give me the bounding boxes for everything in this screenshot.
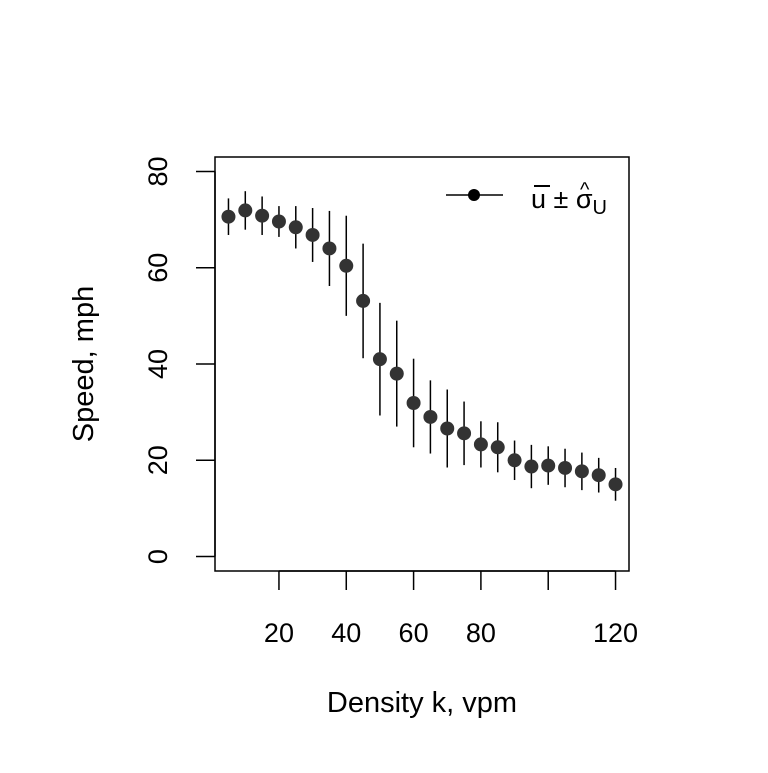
data-point xyxy=(524,459,539,474)
data-point xyxy=(255,208,270,223)
data-point xyxy=(507,453,522,468)
y-tick-label: 0 xyxy=(143,549,173,564)
y-axis-label: Speed, mph xyxy=(68,286,100,442)
x-tick-label: 40 xyxy=(331,618,361,648)
data-point xyxy=(389,366,404,381)
data-point xyxy=(440,421,455,436)
data-point xyxy=(356,293,371,308)
legend-hat: ^ xyxy=(580,179,590,201)
data-point xyxy=(288,220,303,235)
data-point xyxy=(406,395,421,410)
y-tick-label: 20 xyxy=(143,445,173,475)
data-point xyxy=(490,440,505,455)
x-tick-label: 60 xyxy=(399,618,429,648)
data-point xyxy=(423,409,438,424)
legend: u ± σU ^ xyxy=(446,179,607,219)
data-point xyxy=(473,437,488,452)
y-tick-label: 80 xyxy=(143,156,173,186)
data-point xyxy=(221,209,236,224)
data-point xyxy=(541,458,556,473)
y-axis: 0 20 40 60 80 xyxy=(143,156,216,564)
data-point xyxy=(238,203,253,218)
data-point xyxy=(608,477,623,492)
y-tick-label: 40 xyxy=(143,349,173,379)
legend-marker xyxy=(468,189,480,201)
data-point xyxy=(457,426,472,441)
x-tick-label: 80 xyxy=(466,618,496,648)
error-bars xyxy=(227,191,617,501)
data-point xyxy=(372,352,387,367)
data-point xyxy=(305,227,320,242)
data-point xyxy=(271,214,286,229)
x-tick-label: 120 xyxy=(593,618,638,648)
data-point xyxy=(574,464,589,479)
data-points xyxy=(221,203,623,492)
data-point xyxy=(591,468,606,483)
x-tick-label: 20 xyxy=(264,618,294,648)
data-point xyxy=(558,460,573,475)
data-point xyxy=(339,258,354,273)
legend-label: u ± σU xyxy=(531,184,607,219)
x-axis: 20 40 60 80 120 xyxy=(264,570,638,648)
data-point xyxy=(322,241,337,256)
x-axis-label: Density k, vpm xyxy=(327,687,517,719)
y-tick-label: 60 xyxy=(143,253,173,283)
